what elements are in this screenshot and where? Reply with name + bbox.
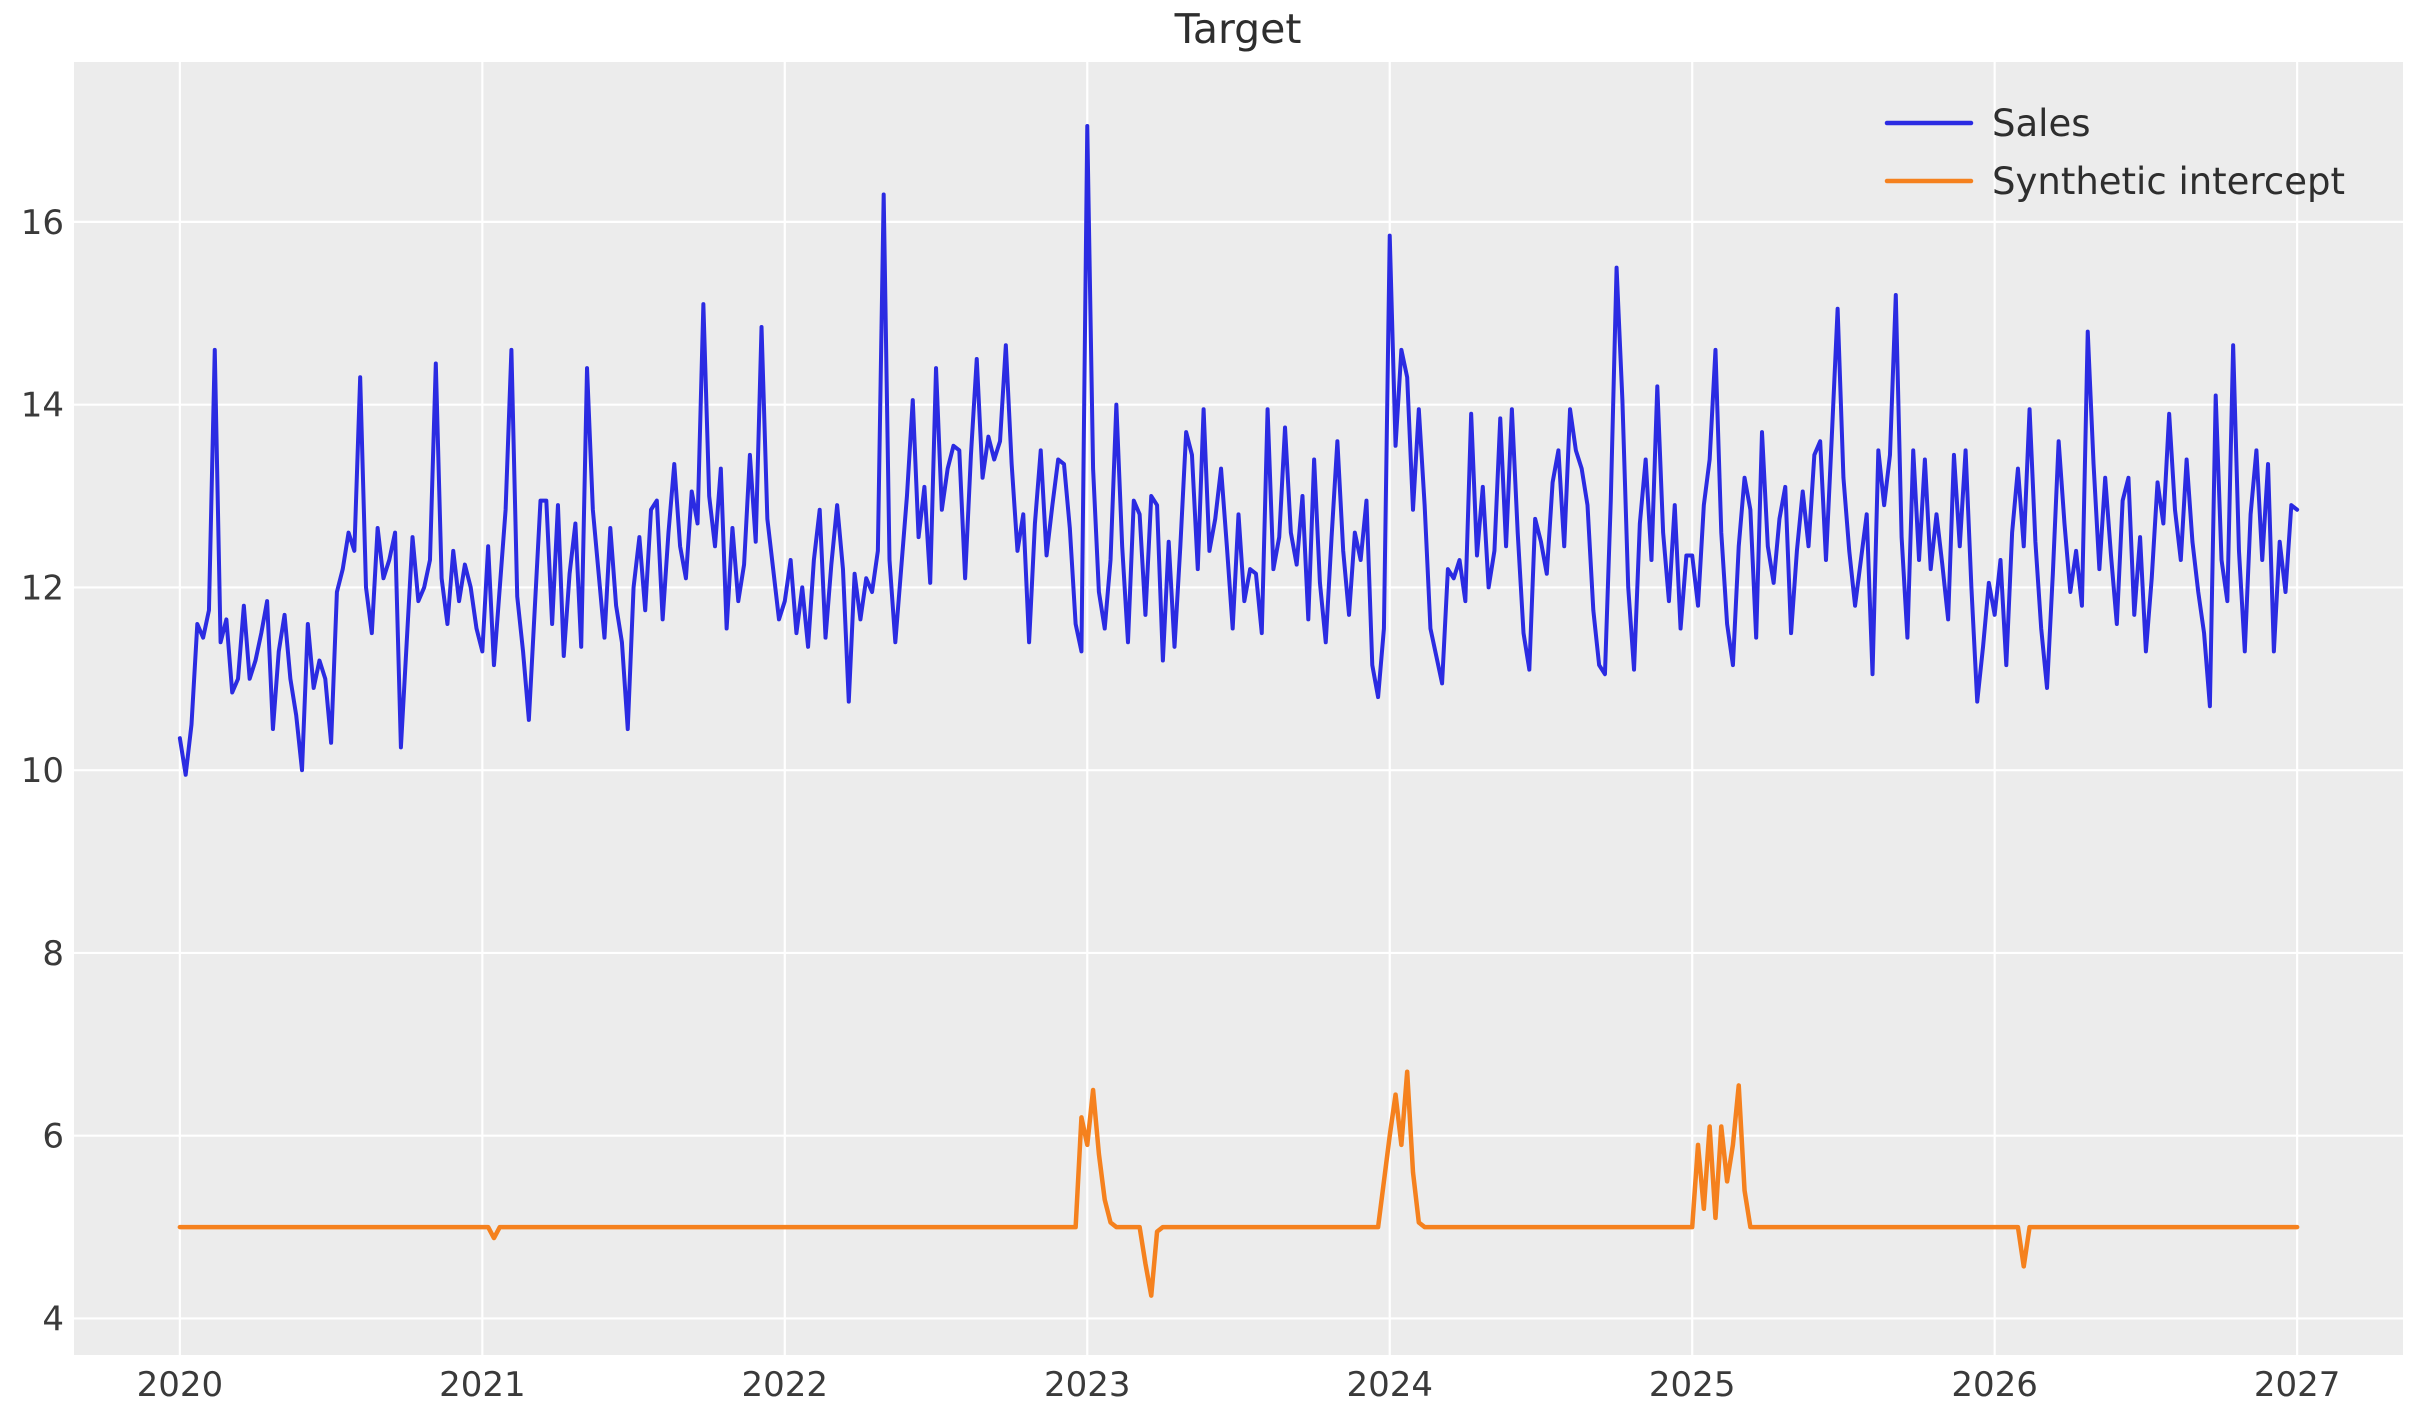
legend-label-sales: Sales [1992,102,2090,145]
x-tick-label-2024: 2024 [1346,1365,1433,1405]
legend-entry-synthetic-intercept: Synthetic intercept [1884,160,2345,203]
y-tick-label-6: 6 [42,1117,64,1157]
y-tick-label-8: 8 [42,934,64,974]
grid [74,62,2403,1355]
y-tick-label-10: 10 [21,751,64,791]
y-tick-label-4: 4 [42,1299,64,1339]
synthetic-intercept-line [177,1069,2300,1298]
x-tick-label-2027: 2027 [2254,1365,2341,1405]
series-lines [177,123,2300,1298]
chart-title: Target [1174,5,1302,53]
legend-label-synthetic-intercept: Synthetic intercept [1992,160,2345,203]
y-tick-label-16: 16 [21,203,64,243]
x-tick-label-2025: 2025 [1649,1365,1736,1405]
x-tick-labels: 2020 2021 2022 2023 2024 2025 2026 2027 [137,1365,2341,1405]
x-tick-label-2021: 2021 [439,1365,526,1405]
x-tick-label-2023: 2023 [1044,1365,1131,1405]
x-tick-label-2020: 2020 [137,1365,224,1405]
y-tick-labels: 4 6 8 10 12 14 16 [21,203,64,1340]
x-tick-label-2022: 2022 [742,1365,829,1405]
plot-background [74,62,2403,1355]
sales-line [177,123,2300,777]
y-tick-label-14: 14 [21,386,64,426]
x-tick-label-2026: 2026 [1951,1365,2038,1405]
legend-entry-sales: Sales [1884,102,2090,145]
legend: Sales Synthetic intercept [1884,102,2345,203]
y-tick-label-12: 12 [21,568,64,608]
